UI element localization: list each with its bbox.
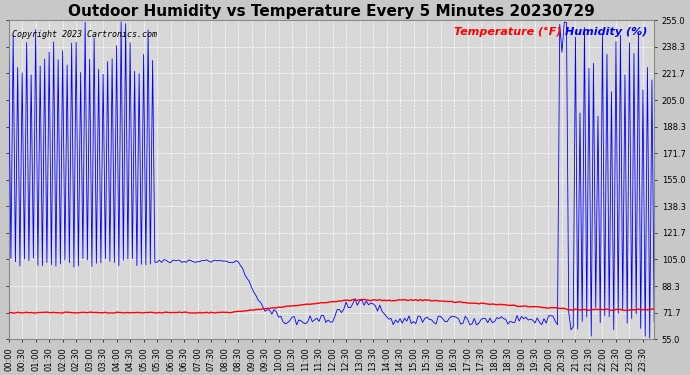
Title: Outdoor Humidity vs Temperature Every 5 Minutes 20230729: Outdoor Humidity vs Temperature Every 5 … bbox=[68, 4, 595, 19]
Legend: Temperature (°F), Humidity (%): Temperature (°F), Humidity (%) bbox=[453, 26, 649, 38]
Text: Copyright 2023 Cartronics.com: Copyright 2023 Cartronics.com bbox=[12, 30, 157, 39]
